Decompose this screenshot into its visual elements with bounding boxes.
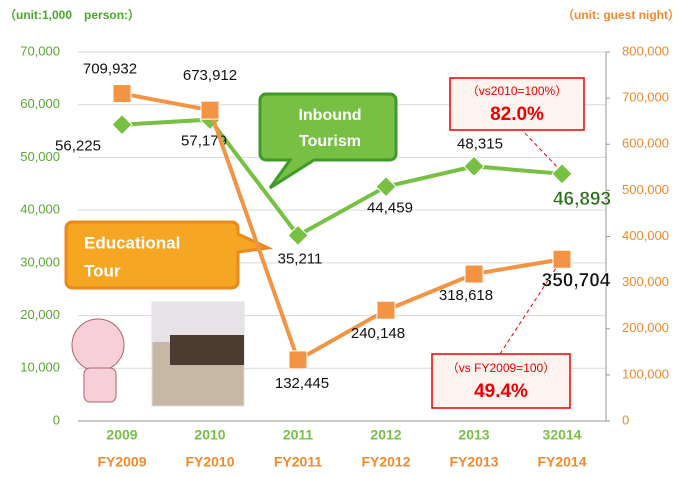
point-marker <box>551 163 573 185</box>
point-marker <box>375 175 397 198</box>
y2-tick-label: 200,000 <box>622 320 669 335</box>
y2-tick-label: 100,000 <box>622 366 669 381</box>
y-tick-label: 40,000 <box>20 202 60 217</box>
y2-tick-label: 300,000 <box>622 274 669 289</box>
y-tick-label: 10,000 <box>20 360 60 375</box>
callout-word: Inbound <box>298 107 361 124</box>
callout-word: Tour <box>84 261 121 280</box>
data-label: 44,459 <box>367 200 413 217</box>
point-marker <box>464 264 484 284</box>
point-marker <box>288 350 308 370</box>
annotation-value: 49.4% <box>474 381 528 402</box>
x-tick-label: 2011 <box>283 427 314 443</box>
data-label: 318,618 <box>439 287 493 304</box>
educational-callout <box>64 220 274 290</box>
series-line <box>121 117 563 238</box>
data-label: 132,445 <box>275 375 329 392</box>
photo-wall <box>170 335 244 365</box>
callout-word: Educational <box>84 233 180 252</box>
y2-tick-label: 800,000 <box>622 43 669 58</box>
y-tick-label: 70,000 <box>20 43 60 58</box>
x-tick-label: 32014 <box>543 427 582 443</box>
point-marker <box>112 84 132 104</box>
point-marker <box>287 224 309 247</box>
mascot <box>71 318 125 372</box>
series-line <box>121 91 563 363</box>
inbound-callout <box>258 92 398 190</box>
x-tick-label: 2012 <box>370 427 401 443</box>
x-tick-label: 2013 <box>458 427 489 443</box>
data-label: 350,704 <box>542 270 611 291</box>
fy-label: FY2010 <box>185 454 234 470</box>
right-unit: （unit: guest night） <box>562 7 680 22</box>
y-tick-label: 30,000 <box>20 254 60 269</box>
data-label: 673,912 <box>183 67 237 84</box>
data-label: 240,148 <box>351 325 405 342</box>
annotation-box <box>449 77 585 131</box>
fy-label: FY2011 <box>274 454 322 470</box>
x-tick-label: 2009 <box>106 427 137 443</box>
mascot-body <box>83 367 117 403</box>
y-tick-label: 50,000 <box>20 149 60 164</box>
annotation-leader <box>499 261 561 355</box>
data-label: 48,315 <box>457 135 503 152</box>
data-label: 57,179 <box>181 133 227 150</box>
fy-label: FY2012 <box>361 454 410 470</box>
data-label: 709,932 <box>83 61 137 78</box>
left-unit: （unit:1,000 person:） <box>4 7 140 22</box>
data-label: 56,225 <box>55 138 101 155</box>
annotation-leader <box>519 127 561 171</box>
annotation-value: 82.0% <box>490 104 544 125</box>
point-marker <box>200 100 220 120</box>
y2-tick-label: 0 <box>622 412 629 427</box>
y-tick-label: 60,000 <box>20 96 60 111</box>
data-label: 46,893 <box>553 189 611 210</box>
fy-label: FY2014 <box>537 454 586 470</box>
data-label: 35,211 <box>278 250 323 267</box>
annotation-box <box>431 353 571 409</box>
y-tick-label: 20,000 <box>20 307 60 322</box>
point-marker <box>111 113 133 136</box>
fy-label: FY2009 <box>97 454 146 470</box>
fy-label: FY2013 <box>449 454 498 470</box>
y2-tick-label: 500,000 <box>622 182 669 197</box>
y2-tick-label: 400,000 <box>622 228 669 243</box>
y-tick-label: 0 <box>53 412 60 427</box>
point-marker <box>376 300 396 320</box>
x-tick-label: 2010 <box>194 427 225 443</box>
y2-tick-label: 700,000 <box>622 90 669 105</box>
callout-word: Tourism <box>299 133 361 150</box>
point-marker <box>463 155 485 178</box>
annotation-label: （vs2010=100%） <box>467 84 567 98</box>
point-marker <box>552 249 572 269</box>
y2-tick-label: 600,000 <box>622 136 669 151</box>
annotation-label: （vs FY2009=100） <box>447 361 555 375</box>
